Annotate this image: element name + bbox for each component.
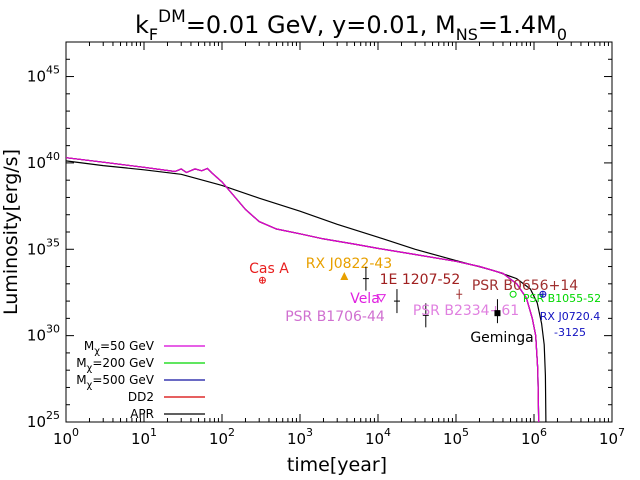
annotation-label: 1E 1207-52	[380, 272, 461, 288]
annotation-label: RX J0720.4	[540, 310, 600, 323]
legend-label: APR	[130, 407, 154, 421]
marker-plus	[539, 291, 546, 298]
series-line-0	[65, 157, 540, 423]
y-axis-label: Luminosity[erg/s]	[0, 149, 22, 315]
marker-circle	[509, 290, 517, 298]
x-tick-label: 105	[443, 426, 469, 448]
y-tick-label: 1025	[27, 409, 60, 431]
x-tick-label: 102	[209, 426, 235, 448]
y-tick-label: 1040	[27, 150, 60, 172]
annotation-label: -3125	[554, 326, 586, 339]
x-ticks: 100 101 102 103 104 105 106 107	[53, 42, 625, 448]
x-tick-label: 107	[599, 426, 625, 448]
marker-cross	[456, 289, 463, 300]
annotation-label: Cas A	[249, 261, 289, 277]
marker-plus	[259, 277, 266, 284]
series-line-4	[65, 160, 547, 423]
annotation-label: Vela	[350, 291, 380, 307]
legend-label: Mχ=50 GeV	[84, 339, 155, 357]
x-axis-label: time[year]	[287, 454, 387, 476]
annotation-label: RX J0822-43	[306, 256, 392, 272]
annotation-label: PSR B1706-44	[285, 309, 385, 325]
annotation-label: Geminga	[470, 330, 533, 346]
legend-label: Mχ=500 GeV	[76, 373, 155, 391]
x-tick-label: 103	[287, 426, 313, 448]
y-tick-label: 1045	[27, 64, 60, 86]
x-tick-label: 100	[53, 426, 79, 448]
legend-label: Mχ=200 GeV	[76, 356, 155, 374]
legend-label: DD2	[128, 390, 154, 404]
annotation-label: PSR B1055-52	[523, 292, 601, 305]
y-ticks: 1025 1030 1035 1040 1045	[27, 58, 612, 431]
annotation-label: PSR B0656+14	[472, 278, 578, 294]
marker-triangle	[340, 271, 349, 280]
chart-title: kFDM=0.01 GeV, y=0.01, MNS=1.4M0	[135, 7, 567, 44]
annotation-label: PSR B2334+61	[413, 303, 519, 319]
x-tick-label: 101	[131, 426, 157, 448]
marker-triangle-down	[376, 294, 387, 303]
x-tick-label: 104	[365, 426, 391, 448]
curves	[65, 157, 547, 423]
x-tick-label: 106	[521, 426, 547, 448]
y-tick-label: 1030	[27, 323, 60, 345]
y-tick-label: 1035	[27, 236, 60, 258]
